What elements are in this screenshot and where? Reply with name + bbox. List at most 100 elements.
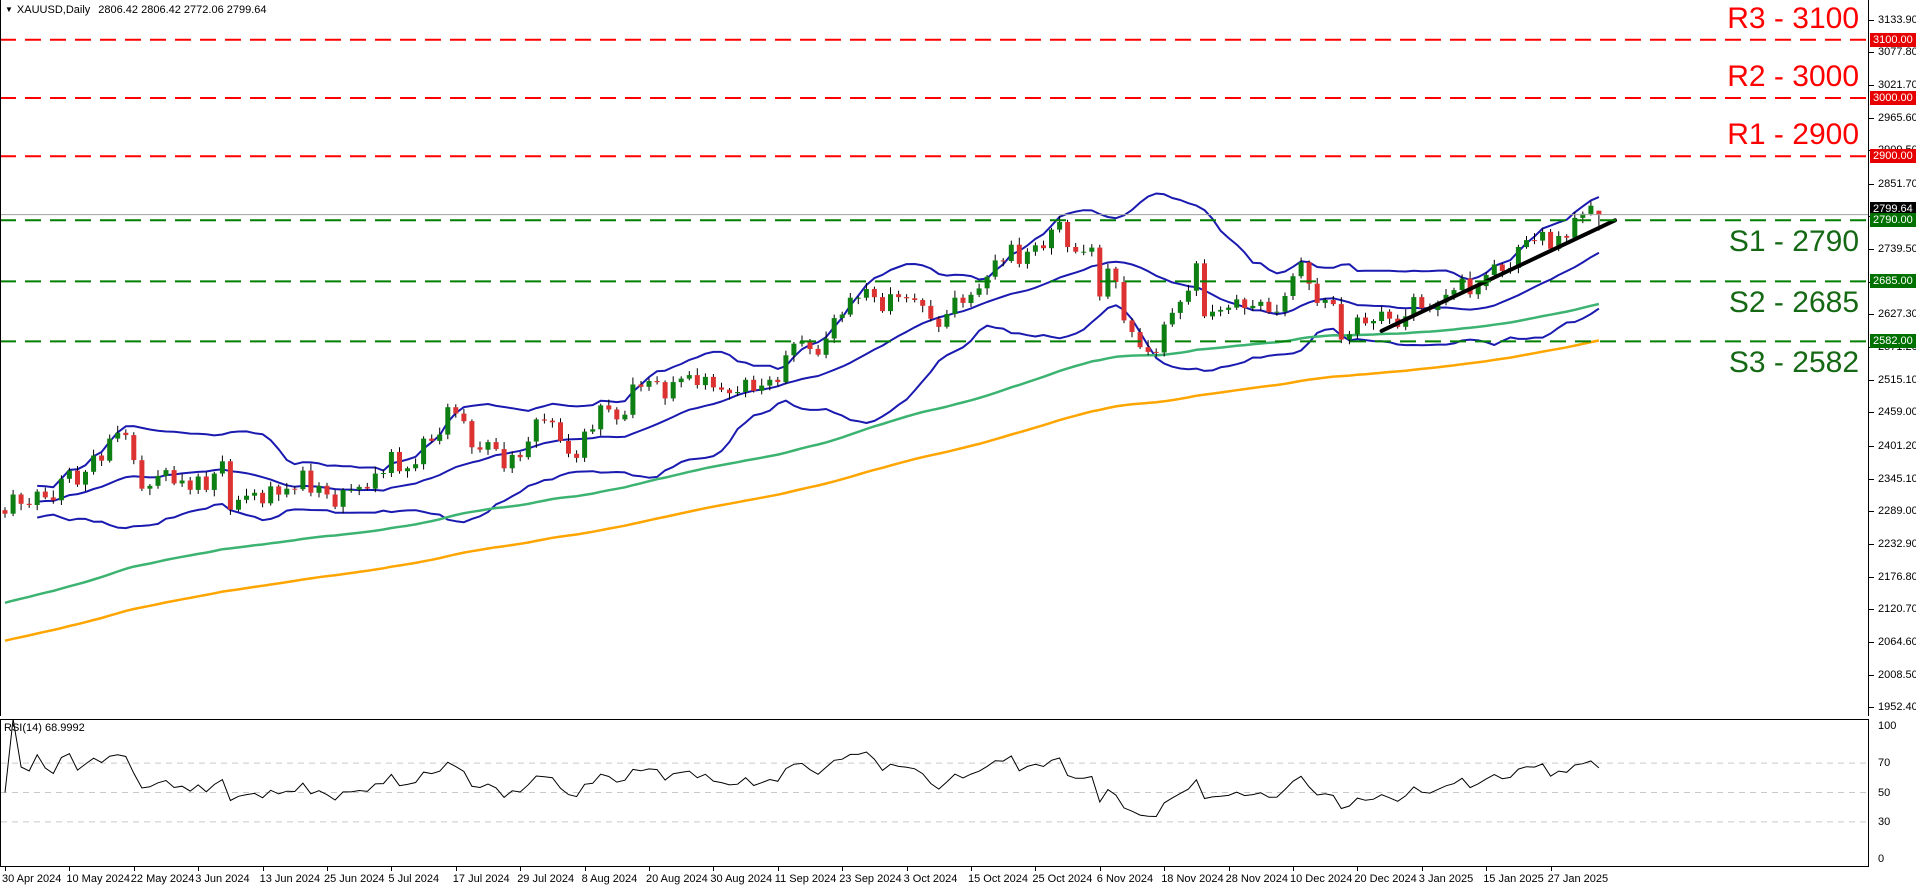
date-tick-mark [971,867,972,871]
candle-body [928,305,934,319]
candle-body [880,297,885,312]
candle-body [1049,229,1054,249]
candle-body [517,454,523,458]
candle-body [1242,299,1248,309]
trendline[interactable] [1379,218,1617,333]
candle-body [340,489,346,507]
candle-body [1057,222,1063,230]
price-tick-label: 3133.90 [1878,13,1916,26]
date-tick-label: 6 Nov 2024 [1096,873,1154,885]
rsi-scale-label: 70 [1878,757,1891,770]
date-tick-label: 15 Jan 2025 [1483,873,1544,885]
bollinger-middle-line [37,251,1600,503]
candle-body [767,379,773,386]
candle-body [1524,240,1529,248]
candle-body [719,387,724,390]
candle-body [324,485,330,495]
date-tick-label: 25 Oct 2024 [1032,873,1093,885]
bollinger-lower-line [36,304,1600,530]
candle-body [654,381,660,383]
price-axis[interactable]: 3133.903077.803021.702965.602909.502851.… [1869,0,1916,867]
candle-body [1185,290,1191,302]
candle-body [292,488,298,490]
candle-body [525,441,531,458]
rsi-indicator-label: RSI(14) 68.9992 [4,722,85,734]
price-tick-label: 2176.80 [1878,570,1916,583]
price-tick-mark [1869,576,1874,578]
candle-body [91,455,97,472]
candle-body [727,389,732,394]
candle-body [896,294,902,298]
candle-body [1371,321,1376,324]
candle-body [453,407,459,414]
date-tick-mark [391,867,393,871]
candle-body [195,476,201,490]
ma-slow-orange-line [4,339,1600,642]
price-tick-mark [1869,183,1874,185]
s1-level-label[interactable]: S1 - 2790 [1728,225,1859,259]
ma-fast-green-line [4,302,1600,605]
candle-body [1193,263,1199,291]
candle-body [888,294,893,312]
price-chart-canvas[interactable] [0,0,1869,717]
candle-body [364,486,370,489]
date-tick-label: 18 Nov 2024 [1161,873,1224,885]
candle-body [236,499,241,510]
price-tick-mark [1869,544,1874,546]
date-tick-mark [1228,867,1230,871]
candle-body [437,434,443,441]
candle-body [1499,264,1505,271]
candle-body [219,461,225,474]
r3-level-label[interactable]: R3 - 3100 [1727,1,1859,35]
date-tick-mark [520,867,522,871]
candle-body [1097,247,1103,297]
resistance-price-badge: 3100.00 [1870,32,1916,47]
candle-body [823,338,829,355]
candle-body [1580,213,1586,218]
date-tick-label: 13 Jun 2024 [259,873,321,885]
s3-level-label[interactable]: S3 - 2582 [1728,346,1859,380]
candle-body [549,420,555,423]
date-tick-mark [1550,867,1552,871]
candle-body [863,289,869,298]
candle-body [735,392,741,394]
price-tick-mark [1869,249,1874,251]
candle-body [1596,210,1602,215]
rsi-chart-canvas[interactable] [0,719,1869,867]
candle-body [372,473,378,489]
candle-body [831,318,837,339]
candle-body [348,489,354,491]
candle-body [1065,222,1071,247]
candle-body [461,413,467,422]
candle-body [1113,268,1119,282]
r2-level-label[interactable]: R2 - 3000 [1727,59,1859,93]
candle-body [1145,347,1151,352]
price-tick-mark [1869,52,1874,54]
candle-body [187,480,193,490]
candle-body [1346,334,1352,340]
price-chart-panel[interactable]: ▼ XAUUSD,Daily 2806.42 2806.42 2772.06 279… [0,0,1869,717]
candle-body [252,492,258,496]
candle-body [1169,312,1175,325]
s2-level-label[interactable]: S2 - 2685 [1728,286,1859,320]
date-tick-label: 5 Jul 2024 [388,873,440,885]
candle-body [1016,244,1022,264]
date-tick-mark [649,867,650,871]
date-tick-label: 17 Jul 2024 [452,873,510,885]
price-tick-label: 2064.60 [1878,636,1916,649]
r1-level-label[interactable]: R1 - 2900 [1727,118,1859,152]
price-tick-mark [1869,379,1874,381]
symbol-dropdown-icon[interactable]: ▼ [5,5,13,14]
date-tick-label: 27 Jan 2025 [1547,873,1609,885]
candle-body [123,432,129,436]
candle-body [1226,307,1232,310]
candle-body [1024,251,1030,264]
date-tick-mark [906,867,908,871]
rsi-panel[interactable]: RSI(14) 68.9992 [0,719,1869,867]
time-axis[interactable]: 30 Apr 2024 10 May 2024 22 May 2024 3 Jun 2… [0,867,1916,888]
rsi-scale-label: 0 [1878,853,1885,865]
panel-splitter[interactable] [0,716,1869,719]
rsi-scale-label: 30 [1878,815,1891,828]
date-tick-mark [1293,867,1294,871]
